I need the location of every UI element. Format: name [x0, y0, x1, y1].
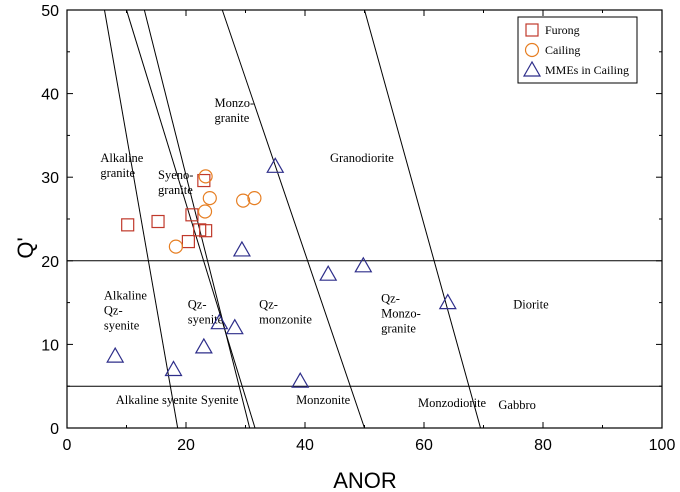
y-tick-label: 50 — [41, 3, 59, 20]
region-label-line: Qz- — [381, 292, 400, 306]
region-label-line: granite — [215, 111, 250, 125]
triangle-data-point — [210, 313, 229, 330]
region-label-line: Monzo- — [215, 96, 255, 110]
oblique-boundary-line — [126, 9, 256, 429]
region-label-line: Alkaline — [100, 151, 143, 165]
region-label: Granodiorite — [330, 151, 394, 165]
square-data-point — [121, 218, 135, 232]
region-label-line: Syenite — [201, 393, 239, 407]
y-tick-label: 20 — [41, 254, 59, 271]
oblique-boundary-line — [143, 9, 251, 429]
region-label-line: granite — [381, 322, 416, 336]
region-label-line: Alkaline — [104, 288, 147, 302]
y-tick-label: 10 — [41, 337, 59, 354]
region-label-line: Gabbro — [498, 398, 536, 412]
region-label-line: Monzonite — [296, 393, 351, 407]
region-label-line: granite — [100, 166, 135, 180]
triangle-data-point — [438, 293, 457, 310]
legend: Furong Cailing MMEs in Cailing — [517, 16, 638, 84]
region-label-line: Monzodiorite — [418, 396, 486, 410]
region-label-line: Alkaline syenite — [116, 393, 198, 407]
region-label: Qz-monzonite — [259, 297, 312, 326]
region-label: Syenite — [201, 393, 239, 407]
region-label: Alkaline Qz-syenite — [104, 288, 147, 332]
region-label: Alkaline syenite — [116, 393, 198, 407]
oblique-boundary-line — [221, 9, 365, 429]
triangle-data-point — [319, 264, 338, 281]
circle-data-point — [168, 239, 183, 254]
region-label-line: Granodiorite — [330, 151, 394, 165]
data-points — [106, 157, 457, 388]
region-label-line: Qz- — [104, 303, 123, 317]
circle-data-point — [197, 204, 213, 219]
circle-data-point — [202, 191, 217, 206]
region-label-line: Syeno- — [158, 168, 193, 182]
x-tick-label: 80 — [534, 437, 552, 454]
triangle-data-point — [164, 360, 183, 377]
region-label: Gabbro — [498, 398, 536, 412]
y-tick-label: 30 — [41, 170, 59, 187]
x-tick-label: 60 — [415, 437, 433, 454]
y-axis-title: Q' — [13, 237, 38, 258]
region-label-line: monzonite — [259, 312, 312, 326]
square-data-point — [185, 208, 199, 222]
region-label-line: Diorite — [513, 297, 549, 311]
region-label-line: Monzo- — [381, 307, 421, 321]
triangle-data-point — [232, 240, 251, 257]
region-label: Diorite — [513, 297, 549, 311]
y-tick-label: 40 — [41, 87, 59, 104]
square-data-point — [151, 214, 165, 229]
y-tick-label: 0 — [50, 421, 59, 438]
circle-data-point — [236, 193, 251, 208]
square-data-point — [199, 224, 213, 238]
region-label-line: Qz- — [259, 297, 278, 311]
legend-label: Furong — [545, 23, 580, 37]
triangle-data-point — [225, 318, 244, 335]
legend-triangle-icon — [522, 60, 542, 77]
legend-square-icon — [525, 23, 539, 37]
x-tick-label: 40 — [296, 437, 314, 454]
region-label-line: Qz- — [188, 297, 207, 311]
triangle-data-point — [266, 157, 285, 173]
region-label: Alkaline granite — [100, 151, 143, 180]
oblique-boundary-line — [103, 9, 179, 429]
legend-label: MMEs in Cailing — [545, 63, 629, 77]
legend-label: Cailing — [545, 43, 580, 57]
region-label: Monzodiorite — [418, 396, 486, 410]
region-label: Monzo-granite — [215, 96, 255, 125]
circle-data-point — [198, 169, 213, 184]
boundary-lines — [67, 9, 662, 429]
oblique-boundary-line — [364, 9, 482, 429]
region-label: Monzonite — [296, 393, 351, 407]
x-tick-label: 20 — [177, 437, 195, 454]
region-label: Syeno-granite — [158, 168, 193, 197]
region-label: Qz-Monzo-granite — [381, 292, 421, 336]
x-tick-label: 100 — [649, 437, 676, 454]
region-label-line: syenite — [104, 318, 140, 332]
region-label-line: granite — [158, 183, 193, 197]
triangle-data-point — [354, 256, 373, 273]
triangle-data-point — [291, 371, 310, 388]
axes: 0 20 40 60 80 100 0 10 20 30 40 50 — [41, 3, 675, 454]
square-data-point — [181, 234, 195, 249]
legend-circle-icon — [524, 42, 540, 58]
circle-data-point — [247, 191, 262, 206]
x-tick-label: 0 — [63, 437, 72, 454]
triangle-data-point — [106, 346, 125, 363]
triangle-data-point — [194, 337, 213, 354]
x-axis-title: ANOR — [333, 468, 397, 492]
region-label-line: syenite — [188, 312, 224, 326]
